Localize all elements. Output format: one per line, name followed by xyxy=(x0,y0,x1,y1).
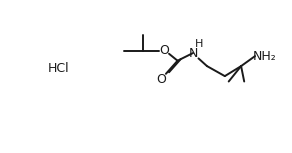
Text: NH₂: NH₂ xyxy=(253,50,276,63)
Text: O: O xyxy=(156,73,166,86)
Text: N: N xyxy=(188,47,198,60)
Text: HCl: HCl xyxy=(47,62,69,75)
Text: O: O xyxy=(159,44,169,57)
Text: H: H xyxy=(195,39,204,49)
